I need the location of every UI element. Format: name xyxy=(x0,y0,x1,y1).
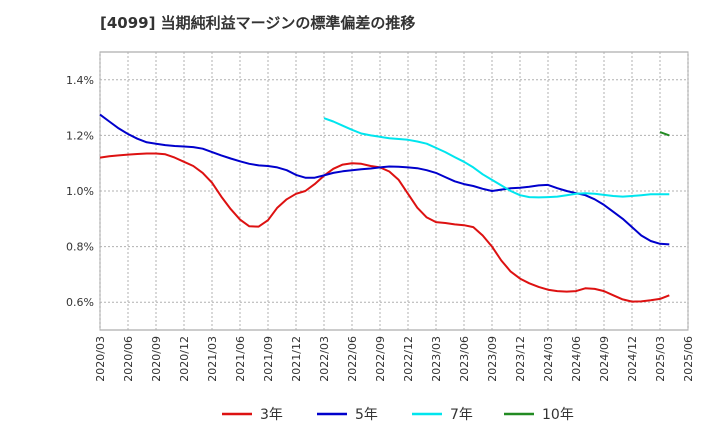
x-tick-label: 2024/09 xyxy=(598,336,611,382)
legend: 3年 5年 7年 10年 xyxy=(222,407,574,423)
legend-label: 7年 xyxy=(450,407,473,423)
x-tick-label: 2024/06 xyxy=(570,336,583,382)
series-line xyxy=(99,113,670,246)
x-tick-label: 2020/12 xyxy=(178,336,191,382)
legend-label: 5年 xyxy=(355,407,378,423)
x-tick-label: 2025/06 xyxy=(682,336,695,382)
x-tick-label: 2024/03 xyxy=(542,336,555,382)
y-tick-label: 1.0% xyxy=(66,185,94,198)
x-tick-label: 2022/06 xyxy=(346,336,359,382)
legend-label: 10年 xyxy=(542,407,574,423)
y-tick-label: 0.8% xyxy=(66,241,94,254)
x-tick-label: 2022/12 xyxy=(402,336,415,382)
x-tick-label: 2022/09 xyxy=(374,336,387,382)
series-line xyxy=(659,131,670,137)
x-tick-label: 2024/12 xyxy=(626,336,639,382)
x-tick-label: 2021/06 xyxy=(234,336,247,382)
x-axis-ticks: 2020/03 2020/06 2020/09 2020/12 2021/03 2021/… xyxy=(94,336,695,382)
y-tick-label: 1.4% xyxy=(66,74,94,87)
x-tick-label: 2020/06 xyxy=(122,336,135,382)
grid-lines xyxy=(99,52,689,330)
x-tick-label: 2022/03 xyxy=(318,336,331,382)
x-tick-label: 2023/06 xyxy=(458,336,471,382)
series-lines xyxy=(99,113,670,303)
x-tick-label: 2020/09 xyxy=(150,336,163,382)
series-line xyxy=(99,152,670,303)
x-tick-label: 2021/09 xyxy=(262,336,275,382)
y-tick-label: 0.6% xyxy=(66,296,94,309)
x-tick-label: 2021/12 xyxy=(290,336,303,382)
y-tick-label: 1.2% xyxy=(66,129,94,142)
x-tick-label: 2023/12 xyxy=(514,336,527,382)
x-tick-label: 2025/03 xyxy=(654,336,667,382)
legend-label: 3年 xyxy=(260,407,283,423)
x-tick-label: 2023/03 xyxy=(430,336,443,382)
x-tick-label: 2023/09 xyxy=(486,336,499,382)
x-tick-label: 2020/03 xyxy=(94,336,107,382)
y-axis-ticks: 0.6% 0.8% 1.0% 1.2% 1.4% xyxy=(66,74,94,309)
x-tick-label: 2021/03 xyxy=(206,336,219,382)
chart-title: [4099] 当期純利益マージンの標準偏差の推移 xyxy=(100,14,416,32)
series-line xyxy=(323,117,670,199)
